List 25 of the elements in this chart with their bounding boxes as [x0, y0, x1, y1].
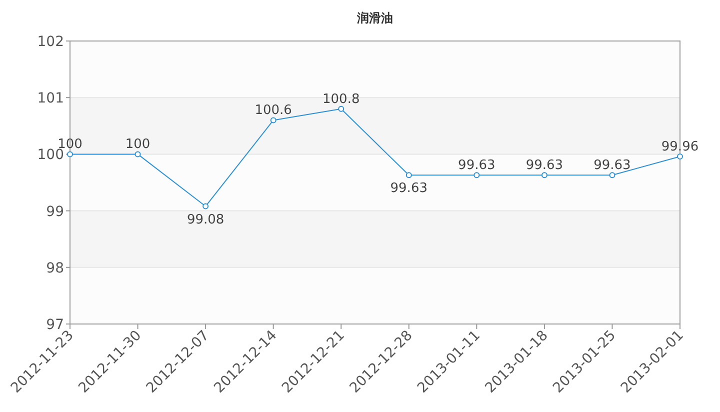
point: [406, 172, 412, 178]
data-label: 100.8: [322, 92, 360, 107]
data-label: 99.96: [661, 139, 699, 154]
data-label: 99.08: [186, 212, 224, 228]
y-tick-label: 102: [37, 34, 64, 50]
point: [338, 106, 344, 112]
data-label: 99.63: [390, 181, 428, 196]
y-tick-label: 97: [46, 317, 64, 333]
point: [677, 153, 683, 160]
point: [67, 151, 73, 158]
y-tick-label: 98: [46, 260, 64, 276]
chart-title: 润滑油: [356, 11, 393, 25]
data-label: 100: [125, 137, 150, 152]
point: [134, 151, 141, 158]
data-label: 100.6: [254, 103, 292, 118]
data-label: 99.63: [594, 158, 631, 174]
y-tick-label: 99: [46, 204, 64, 220]
point: [202, 203, 209, 210]
y-tick-label: 101: [37, 90, 64, 107]
point: [474, 172, 480, 178]
data-label: 99.63: [526, 158, 564, 174]
point: [541, 172, 548, 178]
point: [270, 117, 276, 124]
data-label: 99.63: [458, 158, 496, 174]
point: [609, 172, 616, 178]
